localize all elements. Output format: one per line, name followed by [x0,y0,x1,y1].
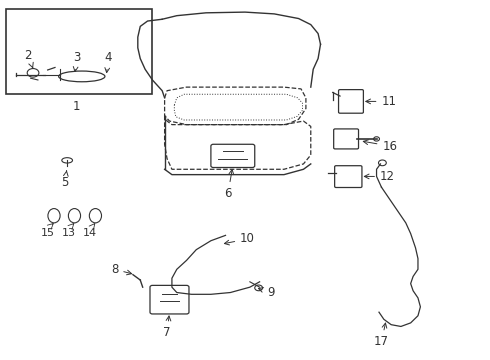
FancyBboxPatch shape [339,90,364,113]
Text: 13: 13 [62,228,75,238]
FancyBboxPatch shape [335,166,362,188]
Text: 1: 1 [73,100,81,113]
FancyBboxPatch shape [211,144,255,167]
Text: 15: 15 [41,228,55,238]
Text: 11: 11 [366,95,396,108]
Text: 9: 9 [258,286,274,299]
Text: 7: 7 [163,316,171,339]
Text: 4: 4 [105,51,112,73]
Text: 10: 10 [224,233,255,246]
Text: 3: 3 [73,51,80,72]
Text: 8: 8 [111,263,132,276]
Text: 5: 5 [61,171,69,189]
Text: 12: 12 [365,170,395,183]
Bar [6,9,152,94]
Text: 16: 16 [363,140,397,153]
Text: 14: 14 [83,228,97,238]
Text: 2: 2 [24,49,33,68]
FancyBboxPatch shape [150,285,189,314]
Text: 6: 6 [224,170,234,200]
FancyBboxPatch shape [334,129,359,149]
Text: 17: 17 [374,323,389,348]
